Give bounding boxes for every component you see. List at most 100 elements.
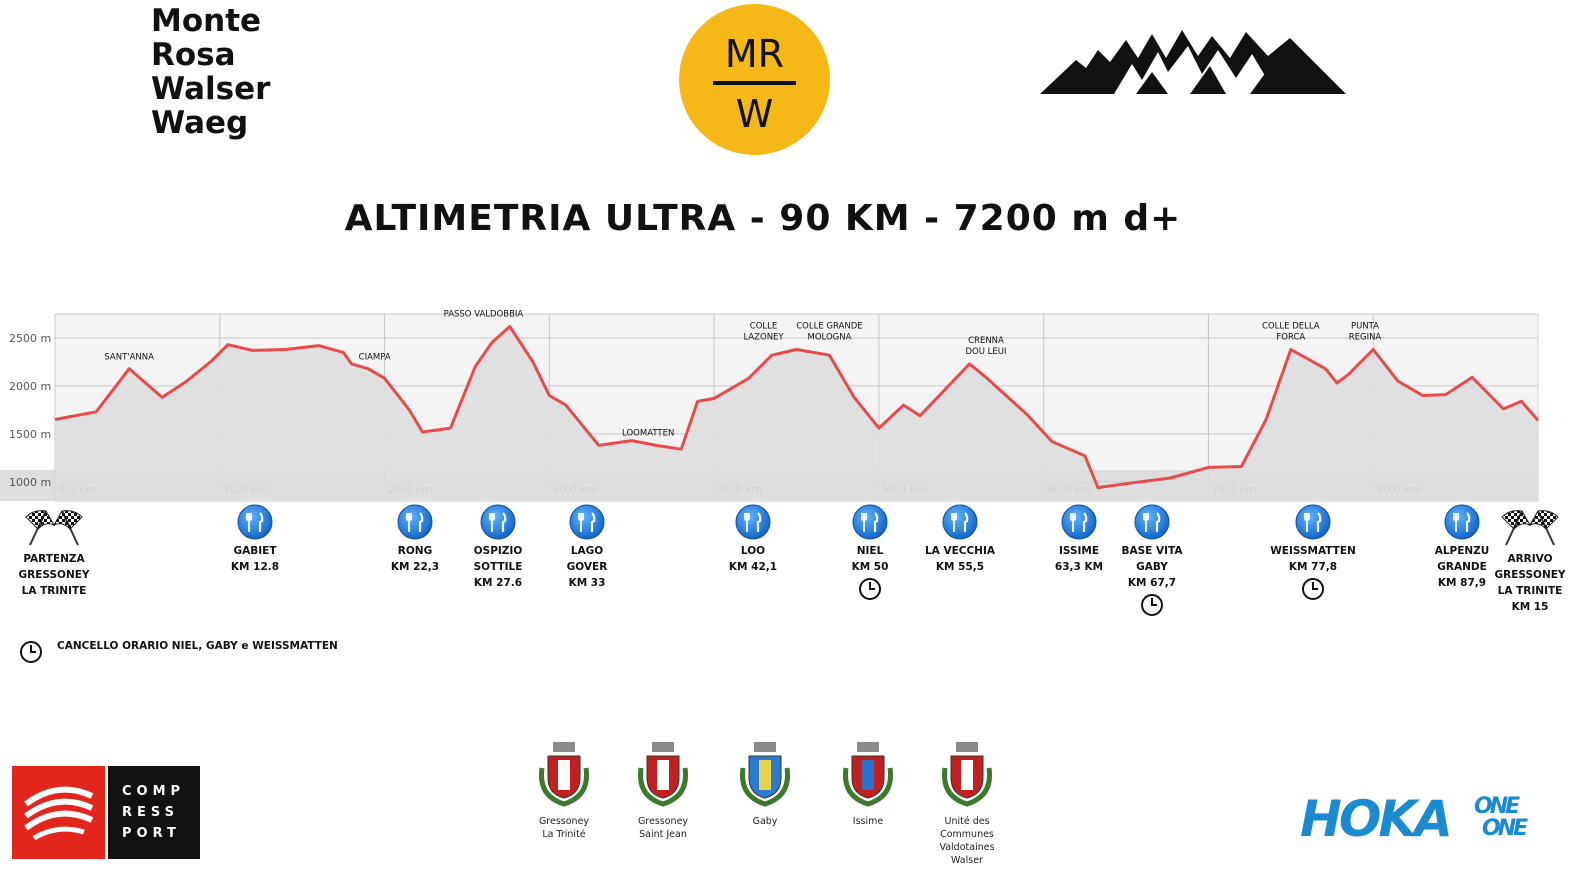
elevation-area	[55, 326, 1538, 501]
elevation-line	[54, 325, 1540, 490]
aid-station-label-line: KM 12.8	[230, 561, 280, 573]
peak-annotation: COLLE DELLA	[1262, 321, 1320, 331]
y-tick-label: 1000 m	[9, 476, 51, 489]
aid-station-label-line: GRANDE	[1437, 561, 1487, 573]
compressport-line: COMP	[122, 784, 186, 799]
aid-station-label-line: GABIET	[233, 545, 277, 557]
aid-station-label-line: OSPIZIO	[473, 545, 523, 557]
cutoff-legend-text: CANCELLO ORARIO NIEL, GABY e WEISSMATTEN	[57, 640, 338, 652]
municipal-crest-icon	[635, 738, 691, 808]
brand-line: Rosa	[151, 37, 236, 73]
aid-station-label-line: LAGO	[570, 545, 604, 557]
peak-annotation: PUNTA	[1351, 321, 1379, 331]
brand-line: Monte	[151, 3, 262, 39]
hoka-logo: HOKA ONE ONE	[1300, 790, 1570, 854]
hoka-one-line: ONE	[1474, 794, 1520, 819]
clock-icon	[858, 577, 882, 601]
municipal-crest-icon	[737, 738, 793, 808]
aid-station-label-line: GRESSONEY	[1494, 569, 1566, 581]
compressport-mark	[12, 766, 105, 859]
crest-caption: Gaby	[720, 815, 810, 828]
y-tick-label: 2000 m	[9, 380, 51, 393]
food-station-icon	[852, 504, 888, 540]
compressport-wave-icon	[24, 786, 94, 841]
crest-caption-line: Walser	[951, 855, 983, 866]
aid-station-label: ARRIVO GRESSONEY LA TRINITE KM 15	[1480, 551, 1576, 615]
aid-station-label-line: LA TRINITE	[21, 585, 87, 597]
hoka-wordmark: HOKA	[1300, 790, 1453, 848]
mrw-logo-top: MR	[724, 32, 785, 76]
clock-icon	[1140, 593, 1164, 617]
y-tick-label: 2500 m	[9, 332, 51, 345]
aid-station-label-line: KM 27.6	[473, 577, 523, 589]
crest-caption-line: Saint Jean	[639, 829, 687, 840]
municipal-crest-icon	[536, 738, 592, 808]
compressport-logo: COMP RESS PORT	[12, 766, 200, 859]
aid-station-label-line: PARTENZA	[23, 553, 85, 565]
aid-station-label-line: WEISSMATTEN	[1270, 545, 1356, 557]
aid-station-label-line: KM 15	[1511, 601, 1549, 613]
aid-station-label-line: NIEL	[856, 545, 884, 557]
crest-caption-line: Gaby	[752, 816, 778, 827]
aid-station-label-line: KM 87,9	[1437, 577, 1487, 589]
aid-station-label-line: ARRIVO	[1507, 553, 1553, 565]
food-station-icon	[569, 504, 605, 540]
food-station-icon	[942, 504, 978, 540]
aid-station-label-line: KM 42,1	[728, 561, 778, 573]
brand-wordmark: Monte Rosa Walser Waeg	[151, 4, 270, 140]
brand-line: Walser	[151, 71, 271, 107]
aid-station-label-line: KM 77,8	[1288, 561, 1338, 573]
aid-station-label: WEISSMATTEN KM 77,8	[1263, 543, 1363, 575]
peak-annotation: COLLE GRANDE	[796, 321, 862, 331]
crest-caption-line: Gressoney	[637, 816, 689, 827]
crest-caption-line: Issime	[852, 816, 884, 827]
hoka-one-line: ONE	[1482, 816, 1528, 841]
aid-station-label-line: RONG	[397, 545, 433, 557]
aid-station-label: LOO KM 42,1	[703, 543, 803, 575]
food-station-icon	[735, 504, 771, 540]
aid-station-label: BASE VITA GABY KM 67,7	[1102, 543, 1202, 591]
aid-station-label: LAGO GOVER KM 33	[537, 543, 637, 591]
food-station-icon	[480, 504, 516, 540]
aid-station-label-line: KM 33	[568, 577, 606, 589]
food-station-icon	[237, 504, 273, 540]
peak-annotation: PASSO VALDOBBIA	[444, 309, 524, 319]
aid-station-label-line: KM 50	[851, 561, 889, 573]
mrw-logo-bottom: W	[735, 92, 774, 136]
municipal-crest-icon	[840, 738, 896, 808]
crest-caption-line: Unité des	[944, 816, 990, 827]
aid-station-label: LA VECCHIA KM 55,5	[910, 543, 1010, 575]
clock-icon	[20, 641, 42, 663]
y-tick-label: 1500 m	[9, 428, 51, 441]
aid-station-label-line: KM 22,3	[390, 561, 440, 573]
aid-station-label-line: SOTTILE	[473, 561, 523, 573]
compressport-line: RESS	[122, 805, 180, 820]
peak-annotation: LOOMATTEN	[622, 428, 674, 438]
aid-station-label: GABIET KM 12.8	[205, 543, 305, 575]
compressport-wordmark: COMP RESS PORT	[108, 766, 200, 859]
peak-annotation: CIAMPA	[359, 353, 391, 363]
crest-caption-line: La Trinité	[542, 829, 586, 840]
mrw-logo: MR W	[679, 4, 830, 155]
food-station-icon	[1295, 504, 1331, 540]
aid-station-label-line: BASE VITA	[1121, 545, 1183, 557]
brand-line: Waeg	[151, 105, 249, 141]
food-station-icon	[397, 504, 433, 540]
peak-annotation: REGINA	[1349, 332, 1382, 342]
aid-station-label: NIEL KM 50	[820, 543, 920, 575]
aid-station-label-line: 63,3 KM	[1054, 561, 1104, 573]
aid-station-label-line: ALPENZU	[1434, 545, 1490, 557]
peak-annotation: SANT'ANNA	[104, 353, 154, 363]
crest-caption-line: Communes	[940, 829, 994, 840]
peak-annotation: COLLE	[750, 321, 777, 331]
aid-station-label-line: KM 55,5	[935, 561, 985, 573]
aid-station-label: PARTENZA GRESSONEY LA TRINITE	[4, 551, 104, 599]
crest-caption: Gressoney La Trinité	[519, 815, 609, 841]
checkered-flags-icon	[1496, 507, 1564, 547]
crest-caption: Gressoney Saint Jean	[618, 815, 708, 841]
mrw-logo-divider	[713, 81, 796, 85]
aid-station-label-line: ISSIME	[1058, 545, 1100, 557]
food-station-icon	[1444, 504, 1480, 540]
food-station-icon	[1061, 504, 1097, 540]
